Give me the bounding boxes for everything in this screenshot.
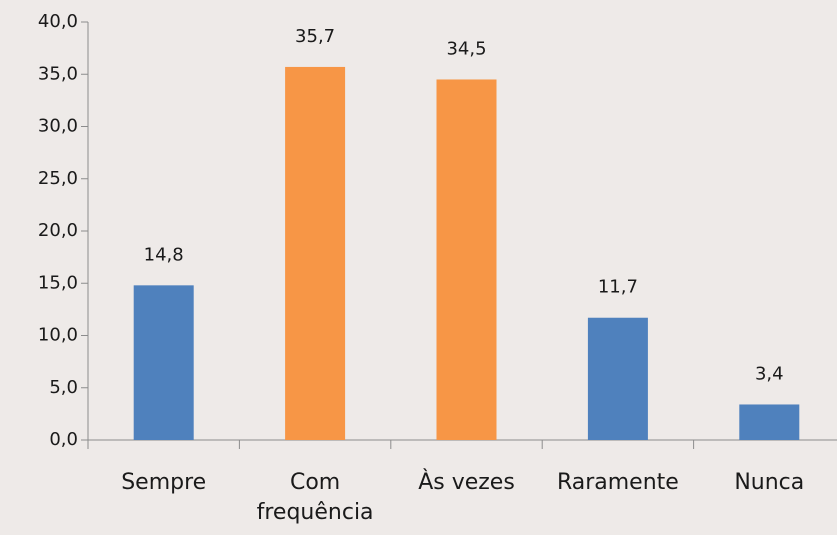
x-tick-label: Raramente — [556, 470, 679, 495]
data-label: 14,8 — [144, 244, 184, 265]
data-label: 35,7 — [295, 26, 335, 47]
bar — [739, 404, 800, 440]
y-tick-label: 0,0 — [49, 429, 78, 450]
y-tick-label: 25,0 — [38, 168, 78, 189]
x-tick-label: Sempre — [121, 470, 207, 495]
y-tick-label: 30,0 — [38, 116, 78, 137]
bar — [587, 317, 648, 440]
y-tick-label: 5,0 — [49, 377, 78, 398]
bar — [436, 79, 497, 440]
y-tick-label: 10,0 — [38, 325, 78, 346]
bar — [133, 285, 194, 440]
y-tick-label: 40,0 — [38, 11, 78, 32]
bar — [285, 66, 346, 440]
y-tick-label: 20,0 — [38, 220, 78, 241]
x-tick-label: Às vezes — [418, 470, 515, 495]
x-tick-label: Com frequência — [256, 470, 374, 525]
data-label: 11,7 — [598, 277, 638, 298]
y-tick-label: 35,0 — [38, 63, 78, 84]
y-tick-label: 15,0 — [38, 272, 78, 293]
data-label: 34,5 — [446, 38, 486, 59]
x-tick-label: Nunca — [734, 470, 805, 495]
data-label: 3,4 — [755, 363, 784, 384]
